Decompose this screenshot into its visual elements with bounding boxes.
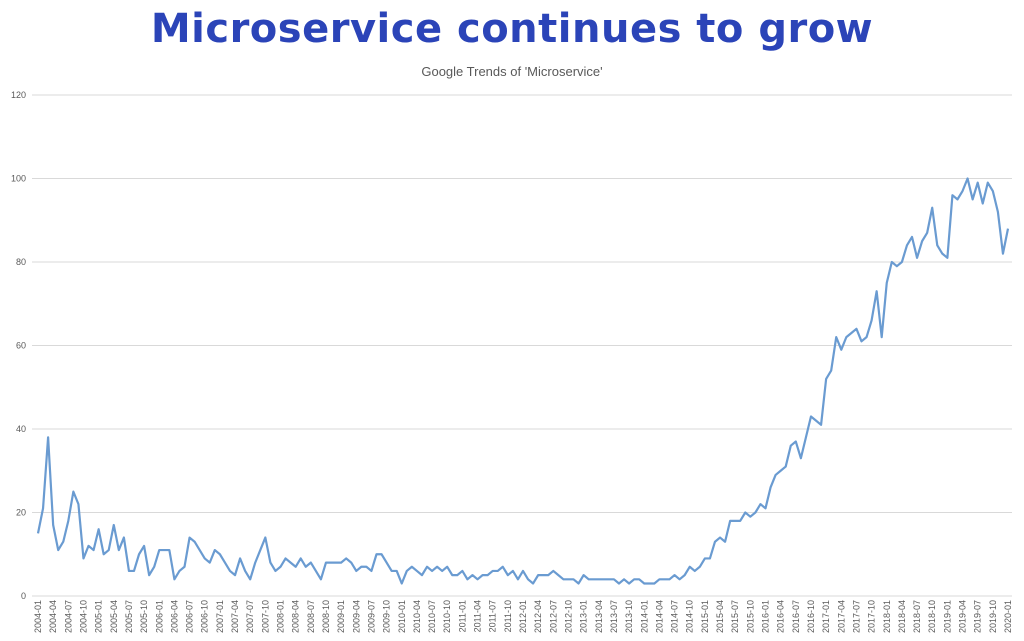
x-tick-label: 2005-07 (124, 600, 134, 633)
x-tick-label: 2011-10 (503, 600, 513, 632)
slide-title: Microservice continues to grow (150, 6, 874, 52)
x-tick-label: 2016-04 (776, 600, 786, 633)
x-tick-label: 2016-10 (806, 600, 816, 633)
x-tick-label: 2012-10 (563, 600, 573, 633)
x-tick-label: 2009-04 (351, 600, 361, 633)
x-tick-label: 2019-07 (973, 600, 983, 633)
x-tick-label: 2006-01 (154, 600, 164, 633)
x-tick-label: 2018-10 (927, 600, 937, 633)
x-tick-label: 2006-07 (185, 600, 195, 633)
x-tick-label: 2009-01 (336, 600, 346, 633)
series-lines (36, 177, 1010, 585)
x-tick-label: 2015-04 (715, 600, 725, 633)
y-axis-ticks: 0 20 40 60 80 100 120 (11, 90, 26, 601)
x-tick-label: 2008-10 (321, 600, 331, 633)
x-tick-label: 2008-04 (291, 600, 301, 633)
x-tick-label: 2011-07 (488, 600, 498, 632)
x-tick-label: 2009-07 (366, 600, 376, 633)
x-tick-label: 2010-07 (427, 600, 437, 633)
x-tick-label: 2015-10 (745, 600, 755, 633)
x-tick-label: 2017-07 (851, 600, 861, 633)
x-tick-label: 2018-01 (882, 600, 892, 633)
x-tick-label: 2013-04 (594, 600, 604, 633)
x-tick-label: 2014-07 (670, 600, 680, 633)
x-tick-label: 2006-10 (200, 600, 210, 633)
x-tick-label: 2012-01 (518, 600, 528, 633)
chart-title: Google Trends of 'Microservice' (421, 64, 603, 79)
x-tick-label: 2019-10 (988, 600, 998, 633)
x-tick-label: 2011-01 (457, 600, 467, 632)
y-tick-label: 120 (11, 90, 26, 100)
x-tick-label: 2008-07 (306, 600, 316, 633)
y-tick-label: 20 (16, 508, 26, 518)
x-tick-label: 2010-10 (442, 600, 452, 633)
x-tick-label: 2016-01 (761, 600, 771, 633)
x-tick-label: 2004-07 (63, 600, 73, 633)
x-tick-label: 2005-10 (139, 600, 149, 633)
x-tick-label: 2007-07 (245, 600, 255, 633)
x-tick-label: 2007-04 (230, 600, 240, 633)
x-tick-label: 2019-04 (958, 600, 968, 633)
x-tick-label: 2007-10 (260, 600, 270, 633)
x-tick-label: 2006-04 (169, 600, 179, 633)
x-tick-label: 2004-01 (33, 600, 43, 633)
x-tick-label: 2008-01 (276, 600, 286, 633)
x-tick-label: 2020-01 (1003, 600, 1013, 633)
x-tick-label: 2017-01 (821, 600, 831, 633)
x-tick-label: 2010-01 (397, 600, 407, 633)
x-tick-label: 2014-10 (685, 600, 695, 633)
x-tick-label: 2007-01 (215, 600, 225, 633)
x-tick-label: 2018-07 (912, 600, 922, 633)
x-tick-label: 2013-01 (579, 600, 589, 633)
x-tick-label: 2017-10 (867, 600, 877, 633)
x-tick-label: 2018-04 (897, 600, 907, 633)
x-tick-label: 2004-04 (48, 600, 58, 633)
x-axis-ticks: 2004-01 2004-04 2004-07 2004-10 2005-01 2005-… (33, 600, 1013, 633)
x-tick-label: 2019-01 (942, 600, 952, 633)
y-tick-label: 80 (16, 257, 26, 267)
x-tick-label: 2012-07 (548, 600, 558, 633)
gridlines (32, 94, 1012, 597)
x-tick-label: 2014-04 (654, 600, 664, 633)
x-tick-label: 2015-07 (730, 600, 740, 633)
x-tick-label: 2005-04 (109, 600, 119, 633)
y-tick-label: 100 (11, 174, 26, 184)
x-tick-label: 2015-01 (700, 600, 710, 633)
x-tick-label: 2010-04 (412, 600, 422, 633)
x-tick-label: 2011-04 (473, 600, 483, 632)
y-tick-label: 40 (16, 424, 26, 434)
x-tick-label: 2004-10 (78, 600, 88, 633)
x-tick-label: 2005-01 (94, 600, 104, 633)
y-tick-label: 0 (21, 591, 26, 601)
x-tick-label: 2009-10 (382, 600, 392, 633)
series-line (36, 177, 1010, 585)
data-points (37, 178, 1009, 584)
x-tick-label: 2014-01 (639, 600, 649, 633)
x-tick-label: 2012-04 (533, 600, 543, 633)
x-tick-label: 2017-04 (836, 600, 846, 633)
x-tick-label: 2016-07 (791, 600, 801, 633)
x-tick-label: 2013-10 (624, 600, 634, 633)
x-tick-label: 2013-07 (609, 600, 619, 633)
y-tick-label: 60 (16, 341, 26, 351)
